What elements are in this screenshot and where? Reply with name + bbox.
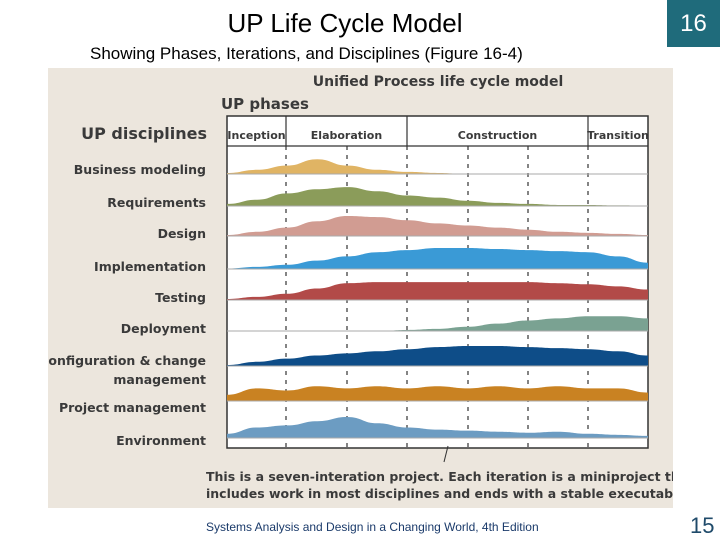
activity-curve-7 [227, 386, 648, 401]
activity-curve-0 [227, 159, 648, 174]
phase-transition: Transition [587, 129, 649, 142]
figure-title: Unified Process life cycle model [313, 74, 564, 90]
activity-curve-8 [227, 417, 648, 438]
phase-inception: Inception [227, 129, 285, 142]
slide-title: UP Life Cycle Model [227, 8, 463, 38]
disciplines-label: UP disciplines [81, 124, 207, 143]
footer-text: Systems Analysis and Design in a Changin… [206, 520, 539, 534]
activity-curve-4 [227, 282, 648, 300]
caption-line-2: includes work in most disciplines and en… [206, 486, 673, 501]
chapter-badge: 16 [667, 0, 720, 47]
slide-subtitle: Showing Phases, Iterations, and Discipli… [90, 44, 523, 63]
discipline-label: Configuration & change [48, 353, 206, 368]
discipline-label: Project management [59, 400, 206, 415]
discipline-label: Environment [116, 433, 206, 448]
lifecycle-diagram: Unified Process life cycle model UP phas… [39, 74, 694, 501]
discipline-label: Implementation [94, 259, 206, 274]
discipline-label: Business modeling [74, 162, 206, 177]
page-number: 15 [690, 513, 715, 538]
callout-line [443, 445, 449, 463]
phases-label: UP phases [221, 95, 309, 113]
discipline-label: Design [158, 226, 206, 241]
activity-curve-3 [227, 248, 648, 269]
activity-curve-6 [227, 346, 648, 366]
activity-curve-5 [227, 316, 648, 331]
phase-elaboration: Elaboration [311, 129, 382, 142]
activity-curve-2 [227, 216, 648, 236]
up-lifecycle-figure: Unified Process life cycle model UP phas… [39, 68, 694, 508]
activity-curve-1 [227, 187, 648, 206]
phase-construction: Construction [458, 129, 537, 142]
discipline-label: Deployment [121, 321, 206, 336]
discipline-label: Testing [155, 290, 206, 305]
discipline-label: Requirements [107, 195, 206, 210]
caption-line-1: This is a seven-interation project. Each… [206, 469, 673, 484]
discipline-label: management [113, 372, 206, 387]
